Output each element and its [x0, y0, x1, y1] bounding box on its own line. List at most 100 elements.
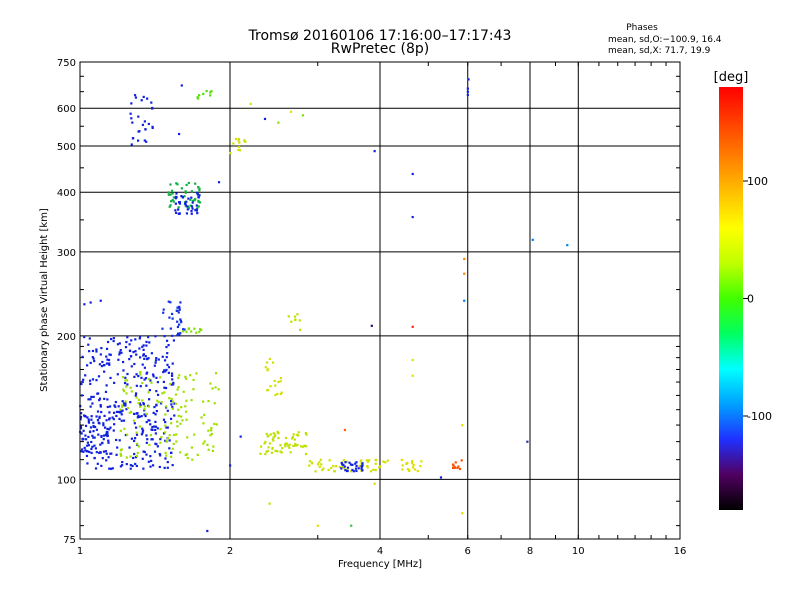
data-point: [151, 126, 154, 130]
data-point: [154, 359, 158, 362]
data-point: [155, 403, 158, 406]
data-point: [181, 419, 184, 422]
data-point: [108, 411, 111, 414]
data-point: [333, 470, 336, 473]
data-point: [289, 110, 293, 113]
data-point: [115, 414, 118, 418]
data-point: [82, 429, 85, 432]
data-point: [167, 371, 170, 374]
data-point: [466, 93, 469, 97]
data-point: [148, 377, 151, 381]
data-point: [132, 412, 136, 416]
data-point: [143, 405, 146, 408]
data-point: [118, 439, 121, 442]
data-point: [170, 397, 173, 401]
data-point: [143, 408, 146, 411]
data-point: [168, 397, 171, 400]
data-point: [95, 350, 98, 353]
data-point: [186, 456, 189, 460]
data-point: [138, 402, 142, 405]
data-point: [360, 467, 363, 470]
colorbar-tick-label: 100: [747, 175, 768, 188]
data-point: [83, 303, 86, 306]
data-point: [170, 189, 174, 192]
data-point: [105, 384, 108, 387]
data-point: [147, 405, 151, 408]
data-point: [95, 379, 98, 382]
data-point: [344, 461, 347, 464]
data-point: [104, 390, 108, 394]
data-point: [213, 422, 216, 425]
data-point: [196, 96, 199, 99]
data-point: [147, 336, 150, 339]
data-point: [145, 384, 148, 387]
data-point: [135, 396, 138, 399]
data-point: [89, 361, 92, 364]
data-point: [168, 316, 171, 319]
data-point: [135, 454, 139, 457]
data-point: [84, 374, 87, 377]
data-point: [284, 445, 287, 448]
data-point: [108, 418, 111, 421]
data-point: [294, 442, 297, 446]
data-point: [133, 375, 136, 378]
data-point: [171, 464, 174, 467]
data-point: [91, 445, 94, 448]
data-point: [526, 440, 529, 443]
data-point: [280, 391, 283, 394]
data-point: [361, 462, 364, 465]
data-point: [166, 460, 169, 464]
data-point: [274, 449, 277, 452]
data-point: [293, 438, 296, 441]
data-point: [341, 466, 345, 469]
data-point: [192, 388, 195, 391]
data-point: [92, 424, 95, 428]
data-point: [142, 402, 145, 405]
data-point: [340, 461, 343, 465]
data-point: [288, 446, 291, 449]
data-point: [196, 453, 199, 456]
data-point: [146, 97, 149, 100]
data-point: [411, 172, 414, 176]
data-point: [292, 444, 295, 448]
data-point: [268, 442, 272, 445]
data-point: [304, 452, 308, 456]
data-point: [134, 455, 138, 459]
data-point: [279, 380, 282, 383]
data-point: [104, 433, 107, 437]
data-point: [271, 438, 274, 441]
data-point: [151, 428, 154, 432]
data-point: [153, 405, 156, 409]
data-point: [132, 456, 135, 460]
data-point: [198, 189, 201, 192]
data-point: [118, 353, 121, 356]
data-point: [238, 141, 241, 144]
data-point: [190, 196, 193, 199]
data-point: [172, 433, 176, 437]
data-point: [87, 421, 91, 424]
data-point: [212, 445, 215, 448]
data-point: [198, 187, 201, 190]
data-point: [210, 427, 213, 430]
data-point: [205, 89, 208, 93]
data-point: [411, 466, 415, 469]
data-point: [131, 121, 134, 124]
data-point: [463, 272, 466, 275]
data-point: [164, 421, 167, 424]
data-point: [451, 463, 455, 466]
data-point: [180, 415, 183, 418]
data-point: [349, 470, 353, 473]
data-point: [125, 392, 128, 395]
data-point: [186, 208, 189, 211]
data-point: [121, 461, 124, 464]
data-point: [318, 461, 321, 464]
data-point: [129, 112, 132, 115]
data-point: [135, 353, 138, 356]
data-point: [370, 324, 373, 327]
data-point: [202, 92, 205, 96]
data-point: [176, 183, 179, 186]
data-point: [128, 411, 131, 414]
data-point: [172, 196, 175, 199]
data-point: [185, 330, 188, 333]
data-point: [97, 433, 100, 436]
